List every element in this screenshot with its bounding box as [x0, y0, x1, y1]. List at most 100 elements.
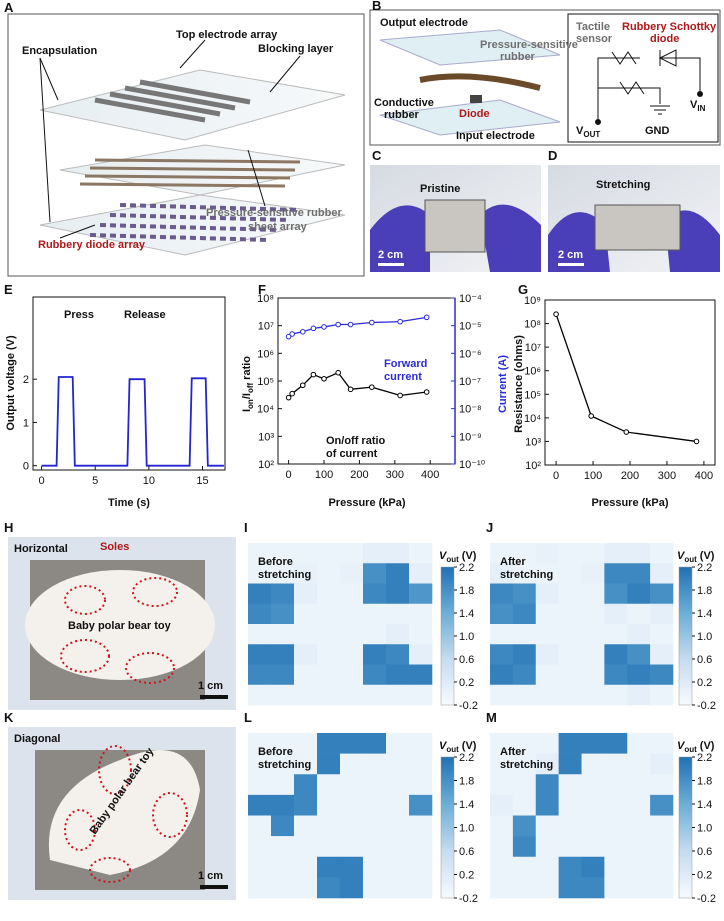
- heat-cell: [581, 563, 605, 584]
- heat-cell: [627, 877, 651, 899]
- heat-cell: [409, 624, 433, 645]
- heat-cell: [386, 774, 410, 796]
- y-tick-label: 1: [23, 417, 29, 429]
- label-sub: on: [246, 399, 255, 409]
- heat-cell: [363, 563, 387, 584]
- heat-cell: [512, 543, 537, 564]
- y-tick-label: 10⁴: [257, 404, 274, 416]
- y-axis-label: Ion/Ioff ratio: [241, 356, 255, 412]
- heat-cell: [409, 583, 433, 605]
- heat-cell: [490, 543, 514, 564]
- heat-cell: [340, 836, 364, 858]
- heat-cell: [650, 753, 674, 775]
- y2-axis-label: Current (A): [497, 355, 509, 413]
- heat-cell: [512, 664, 537, 686]
- heat-cell: [248, 664, 272, 686]
- heat-cell: [535, 563, 559, 584]
- heat-cell: [490, 664, 514, 686]
- colorbar-tick-label: 0.2: [459, 677, 474, 689]
- heat-cell: [650, 583, 674, 605]
- heat-cell: [558, 753, 582, 775]
- y-tick-label: 10⁷: [258, 321, 274, 333]
- heat-cell: [386, 836, 410, 858]
- heat-cell: [409, 794, 433, 816]
- series-line: [41, 376, 224, 467]
- heat-cell: [340, 664, 364, 686]
- heat-cell: [386, 543, 410, 564]
- heat-cell: [581, 836, 605, 858]
- heat-cell: [409, 877, 433, 899]
- heat-cell: [604, 684, 628, 706]
- heat-cell: [271, 543, 295, 564]
- label-main: V: [690, 99, 698, 111]
- heat-cell: [558, 644, 582, 665]
- heat-cell: [294, 753, 318, 775]
- heat-cell: [604, 815, 628, 837]
- data-point: [423, 314, 430, 321]
- x-axis-label: Pressure (kPa): [591, 497, 668, 509]
- heat-cell: [386, 753, 410, 775]
- heat-cell: [650, 664, 674, 686]
- heat-cell: [363, 856, 387, 878]
- data-point: [623, 429, 630, 435]
- heat-cell: [558, 583, 582, 605]
- heat-cell: [386, 644, 410, 665]
- y-tick-label: 10⁸: [524, 319, 541, 331]
- heat-cell: [317, 664, 341, 686]
- heat-cell: [340, 856, 364, 878]
- x-axis-label: Time (s): [108, 497, 150, 509]
- heatmap-title: After: [500, 746, 526, 758]
- heat-cell: [604, 774, 628, 796]
- label: Horizontal: [14, 543, 68, 555]
- scale-label: 2 cm: [558, 249, 583, 261]
- heatmap-title: stretching: [500, 569, 553, 581]
- diode-chip: [470, 95, 482, 103]
- heat-cell: [604, 543, 628, 564]
- heat-cell: [363, 543, 387, 564]
- colorbar-label: Vout (V): [677, 740, 715, 754]
- colorbar: [440, 756, 455, 899]
- sheet: [379, 29, 561, 66]
- colorbar-tick-label: 1.4: [459, 608, 474, 620]
- colorbar-tick-label: 1.8: [459, 776, 474, 788]
- heat-cell: [512, 583, 537, 605]
- heat-cell: [650, 815, 674, 837]
- circuit-frame: [567, 13, 719, 143]
- label: Pressure-sensitive: [480, 39, 578, 51]
- heat-cell: [317, 733, 341, 754]
- data-point: [289, 390, 295, 397]
- heat-cell: [558, 877, 582, 899]
- data-point: [285, 333, 292, 340]
- annotation: Press: [64, 309, 94, 321]
- label: GND: [645, 125, 670, 137]
- top-electrodes: [94, 79, 251, 123]
- label: diode: [650, 33, 679, 45]
- heat-cell: [490, 794, 514, 816]
- y-tick-label: 0: [23, 461, 29, 473]
- heat-cell: [490, 774, 514, 796]
- heat-cell: [512, 794, 537, 816]
- label: Conductive: [374, 97, 434, 109]
- colorbar-tick-label: 0.2: [697, 677, 712, 689]
- label-sub: out: [684, 555, 697, 564]
- heatmap-title: stretching: [500, 759, 553, 771]
- colorbar-label: Vout (V): [439, 550, 477, 564]
- y-tick-label: 10⁴: [524, 413, 541, 425]
- heat-cell: [558, 856, 582, 878]
- label-main: V: [677, 740, 686, 752]
- toy: [48, 750, 201, 875]
- heat-cell: [627, 583, 651, 605]
- sole-marks: [64, 745, 188, 883]
- heat-cell: [535, 794, 559, 816]
- heat-cell: [248, 563, 272, 584]
- y-tick-label: 10⁹: [524, 295, 541, 307]
- x-tick-label: 200: [621, 470, 639, 482]
- heat-cell: [386, 856, 410, 878]
- heat-cell: [512, 836, 537, 858]
- heat-cell: [363, 753, 387, 775]
- heat-cell: [558, 733, 582, 754]
- y2-tick-label: 10⁻⁴: [459, 293, 482, 305]
- data-point: [335, 369, 341, 376]
- device: [594, 204, 681, 251]
- label-sub: IN: [697, 104, 705, 113]
